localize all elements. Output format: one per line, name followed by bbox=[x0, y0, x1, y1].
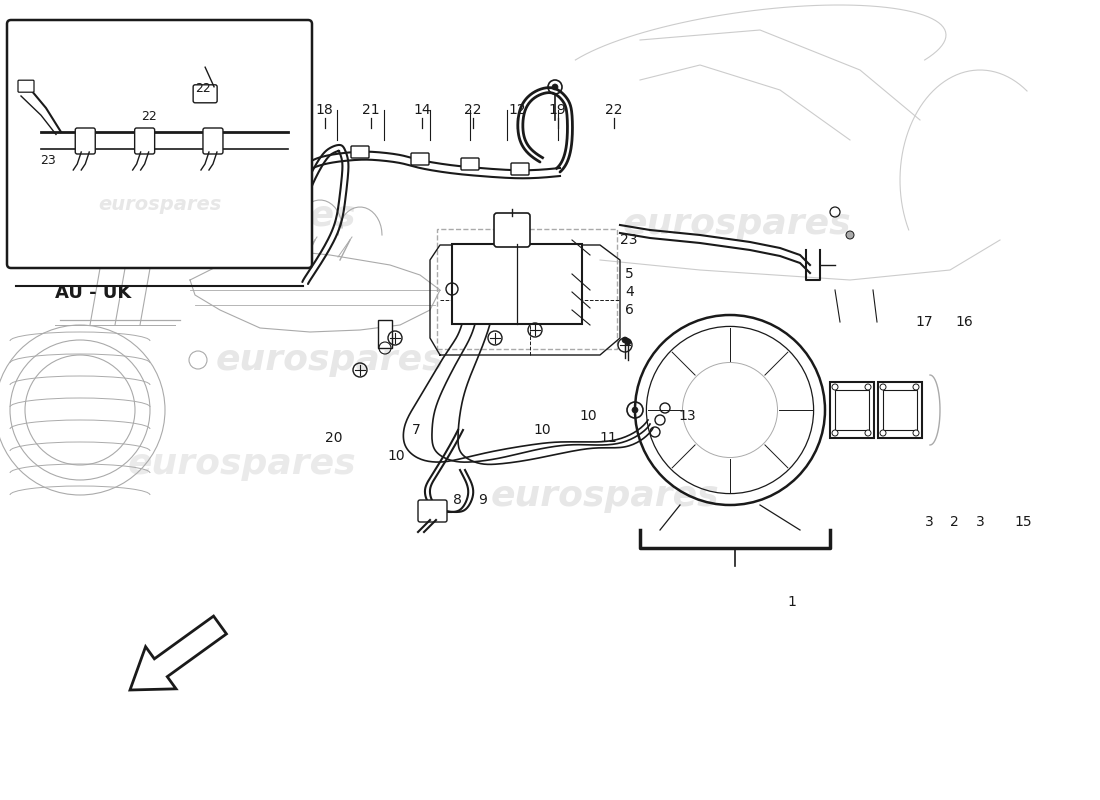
Text: 13: 13 bbox=[679, 409, 696, 423]
Text: 11: 11 bbox=[600, 431, 617, 446]
Bar bbox=[452, 244, 582, 324]
Bar bbox=[835, 390, 869, 430]
Text: 8: 8 bbox=[453, 493, 462, 507]
Text: 10: 10 bbox=[534, 423, 551, 438]
FancyArrow shape bbox=[130, 616, 227, 690]
Circle shape bbox=[632, 407, 638, 413]
Circle shape bbox=[913, 384, 918, 390]
Text: 22: 22 bbox=[605, 103, 623, 118]
Bar bbox=[830, 382, 874, 438]
Text: 23: 23 bbox=[620, 233, 638, 247]
FancyBboxPatch shape bbox=[18, 80, 34, 92]
Text: 10: 10 bbox=[387, 449, 405, 463]
Text: 7: 7 bbox=[411, 423, 420, 438]
Bar bbox=[437, 229, 617, 349]
Circle shape bbox=[552, 84, 558, 90]
Circle shape bbox=[846, 231, 854, 239]
Bar bbox=[878, 382, 922, 438]
Text: 3: 3 bbox=[925, 514, 934, 529]
Text: 1: 1 bbox=[788, 594, 796, 609]
FancyBboxPatch shape bbox=[494, 213, 530, 247]
FancyBboxPatch shape bbox=[411, 153, 429, 165]
Text: eurospares: eurospares bbox=[128, 447, 356, 481]
Text: 3: 3 bbox=[976, 514, 984, 529]
Text: 2: 2 bbox=[950, 514, 959, 529]
FancyBboxPatch shape bbox=[134, 128, 155, 154]
Text: 12: 12 bbox=[508, 103, 526, 118]
Circle shape bbox=[832, 430, 838, 436]
Text: 20: 20 bbox=[324, 431, 342, 446]
Text: 5: 5 bbox=[625, 266, 634, 281]
Bar bbox=[378, 320, 392, 348]
Text: eurospares: eurospares bbox=[491, 479, 719, 513]
Text: eurospares: eurospares bbox=[216, 343, 444, 377]
Text: 9: 9 bbox=[478, 493, 487, 507]
FancyBboxPatch shape bbox=[75, 128, 96, 154]
Text: 10: 10 bbox=[580, 409, 597, 423]
FancyBboxPatch shape bbox=[461, 158, 478, 170]
Text: 22: 22 bbox=[196, 82, 211, 94]
Circle shape bbox=[880, 384, 886, 390]
Circle shape bbox=[913, 430, 918, 436]
Text: 15: 15 bbox=[1014, 514, 1032, 529]
FancyBboxPatch shape bbox=[7, 20, 312, 268]
Circle shape bbox=[832, 384, 838, 390]
FancyBboxPatch shape bbox=[204, 128, 223, 154]
Text: 16: 16 bbox=[956, 314, 974, 329]
Text: eurospares: eurospares bbox=[128, 199, 356, 233]
Text: AU - UK: AU - UK bbox=[55, 284, 132, 302]
Text: 14: 14 bbox=[414, 103, 431, 118]
Text: 19: 19 bbox=[549, 103, 566, 118]
Text: 17: 17 bbox=[915, 314, 933, 329]
Circle shape bbox=[865, 430, 871, 436]
Text: eurospares: eurospares bbox=[98, 194, 221, 214]
Text: 6: 6 bbox=[625, 303, 634, 318]
Circle shape bbox=[865, 384, 871, 390]
Text: eurospares: eurospares bbox=[623, 207, 851, 241]
Text: 4: 4 bbox=[625, 285, 634, 299]
FancyBboxPatch shape bbox=[418, 500, 447, 522]
Circle shape bbox=[625, 339, 631, 345]
Text: 18: 18 bbox=[316, 103, 333, 118]
Circle shape bbox=[880, 430, 886, 436]
FancyBboxPatch shape bbox=[194, 85, 217, 102]
FancyBboxPatch shape bbox=[351, 146, 369, 158]
Text: 22: 22 bbox=[141, 110, 156, 122]
FancyBboxPatch shape bbox=[512, 163, 529, 175]
Text: 22: 22 bbox=[464, 103, 482, 118]
Text: 23: 23 bbox=[41, 154, 56, 166]
Circle shape bbox=[621, 337, 628, 343]
Text: 21: 21 bbox=[362, 103, 380, 118]
Bar bbox=[883, 390, 917, 430]
